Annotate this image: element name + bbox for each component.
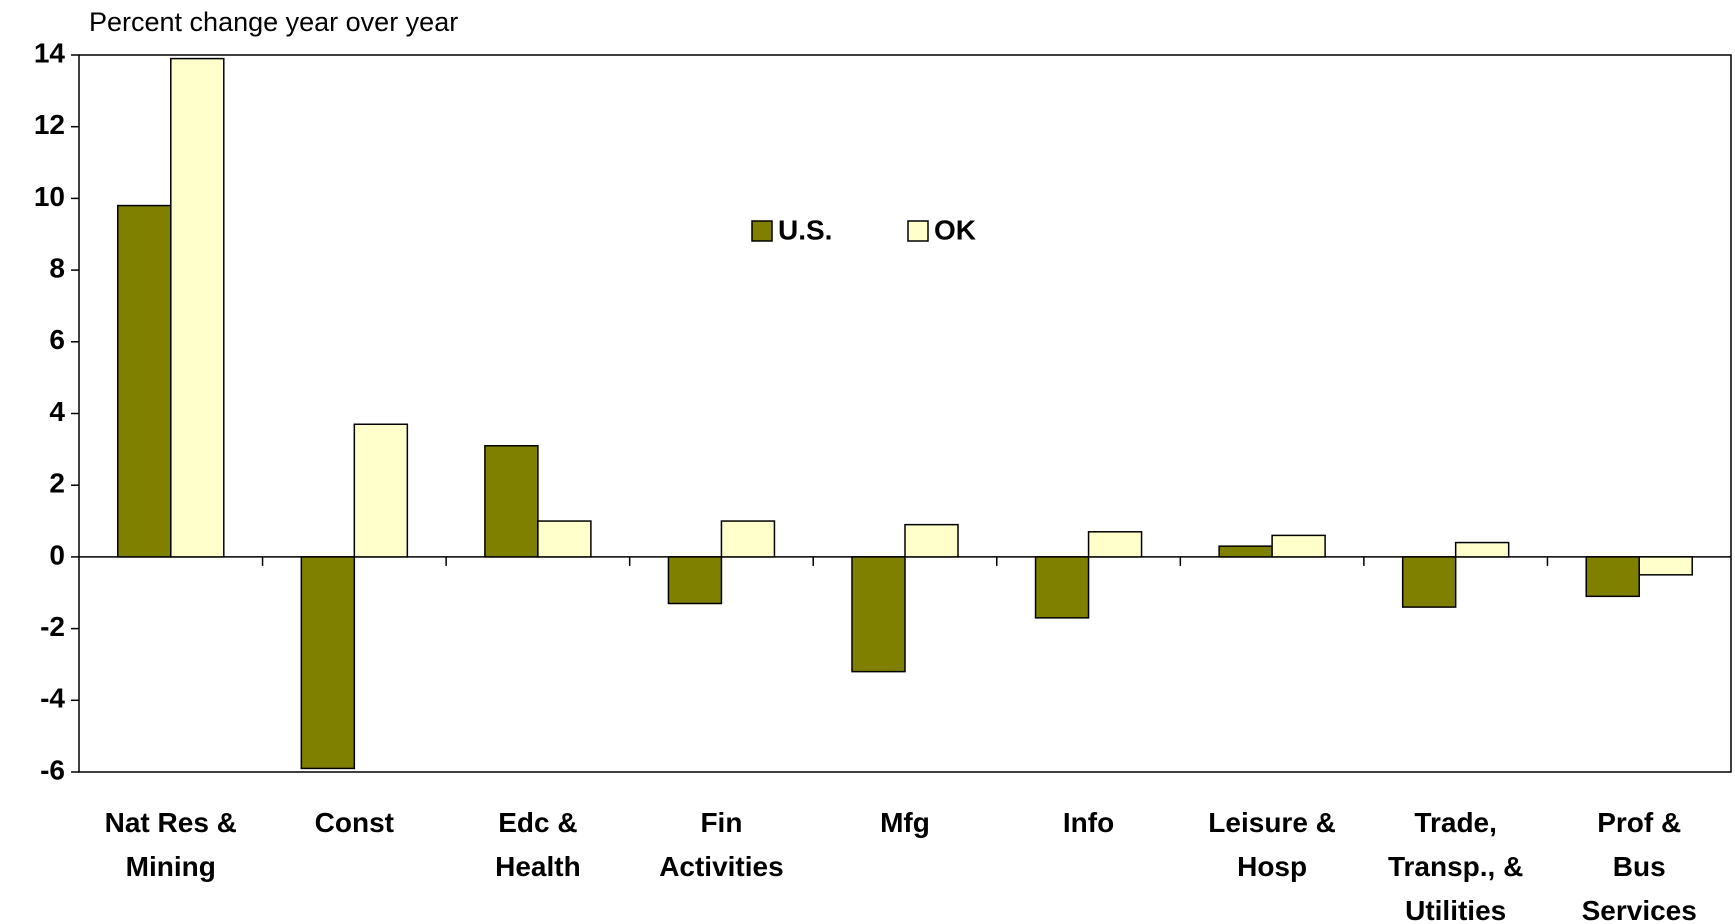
x-tick-label-line: Health bbox=[495, 851, 581, 882]
x-tick-label-line: Mfg bbox=[880, 807, 930, 838]
y-tick-label: -2 bbox=[40, 611, 65, 642]
x-tick-label-line: Prof & bbox=[1597, 807, 1681, 838]
x-tick-label: Trade, Transp., & Utilities bbox=[1388, 807, 1523, 924]
bar bbox=[904, 523, 959, 558]
bar bbox=[1585, 556, 1640, 598]
bar bbox=[353, 423, 409, 558]
y-tick-label: 12 bbox=[34, 109, 65, 140]
x-tick-label: Mfg bbox=[880, 807, 930, 838]
y-axis-label: Percent change year over year bbox=[89, 7, 458, 37]
x-tick-label: Info bbox=[1063, 807, 1114, 838]
y-tick-label: 0 bbox=[49, 539, 65, 570]
bar bbox=[667, 556, 723, 605]
x-tick-label-line: Utilities bbox=[1405, 895, 1506, 924]
legend-swatch bbox=[907, 220, 929, 242]
legend-label: OK bbox=[934, 214, 976, 245]
x-tick-label-line: Services bbox=[1582, 895, 1697, 924]
bar bbox=[1454, 541, 1510, 558]
x-tick-label-line: Trade, bbox=[1414, 807, 1496, 838]
bar bbox=[484, 445, 539, 558]
y-tick-label: -6 bbox=[40, 754, 65, 785]
y-tick-label: 2 bbox=[49, 468, 65, 499]
y-tick-label: 8 bbox=[49, 252, 65, 283]
bar bbox=[851, 556, 906, 673]
x-tick-label-line: Edc & bbox=[498, 807, 577, 838]
x-tick-label: Edc & Health bbox=[495, 807, 581, 882]
y-tick-label: 10 bbox=[34, 181, 65, 212]
bar bbox=[1271, 534, 1326, 558]
bar bbox=[720, 520, 776, 558]
x-tick-label-line: Fin bbox=[700, 807, 742, 838]
x-tick-label-line: Mining bbox=[126, 851, 216, 882]
x-tick-label: Prof & Bus Services bbox=[1582, 807, 1697, 924]
x-tick-label: Leisure & Hosp bbox=[1208, 807, 1336, 882]
legend-label: U.S. bbox=[778, 214, 832, 245]
bar bbox=[300, 556, 356, 770]
x-tick-label-line: Const bbox=[315, 807, 394, 838]
bar bbox=[537, 520, 592, 558]
bar bbox=[117, 204, 172, 558]
bar bbox=[1401, 556, 1457, 608]
bar bbox=[1087, 531, 1143, 558]
bar bbox=[170, 57, 225, 558]
y-tick-label: -4 bbox=[40, 683, 65, 714]
y-tick-label: 14 bbox=[34, 37, 66, 68]
x-tick-label-line: Info bbox=[1063, 807, 1114, 838]
y-tick-label: 4 bbox=[49, 396, 65, 427]
x-tick-label-line: Transp., & bbox=[1388, 851, 1523, 882]
x-tick-label: Const bbox=[315, 807, 394, 838]
x-tick-label-line: Bus bbox=[1613, 851, 1666, 882]
bar bbox=[1218, 545, 1273, 558]
x-tick-label-line: Nat Res & bbox=[105, 807, 237, 838]
bar bbox=[1034, 556, 1090, 619]
x-tick-label-line: Leisure & bbox=[1208, 807, 1336, 838]
legend-swatch bbox=[751, 220, 773, 242]
bar bbox=[1638, 556, 1693, 576]
x-tick-label: Fin Activities bbox=[659, 807, 784, 882]
x-tick-label: Nat Res & Mining bbox=[105, 807, 237, 882]
x-tick-label-line: Hosp bbox=[1237, 851, 1307, 882]
y-tick-label: 6 bbox=[49, 324, 65, 355]
x-tick-label-line: Activities bbox=[659, 851, 784, 882]
